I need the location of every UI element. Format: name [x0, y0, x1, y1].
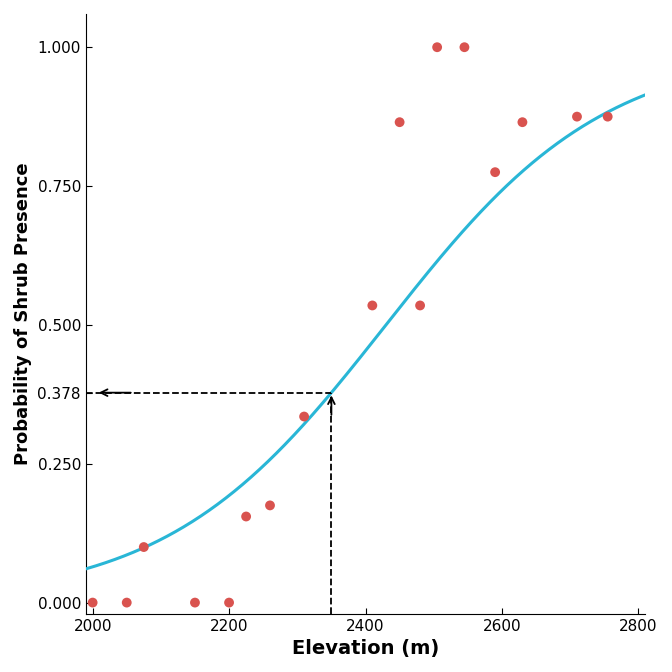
Point — [602, 112, 613, 122]
Point — [299, 411, 310, 422]
Point — [138, 542, 149, 552]
Point — [367, 300, 378, 311]
Point — [432, 42, 443, 52]
Point — [572, 112, 583, 122]
Point — [87, 597, 98, 608]
Y-axis label: Probability of Shrub Presence: Probability of Shrub Presence — [14, 163, 32, 465]
Point — [517, 117, 528, 128]
Point — [190, 597, 200, 608]
Point — [265, 500, 276, 511]
Point — [224, 597, 235, 608]
Point — [122, 597, 132, 608]
Point — [459, 42, 470, 52]
X-axis label: Elevation (m): Elevation (m) — [292, 639, 439, 658]
Point — [490, 167, 501, 177]
Point — [394, 117, 405, 128]
Point — [241, 511, 251, 522]
Point — [415, 300, 425, 311]
